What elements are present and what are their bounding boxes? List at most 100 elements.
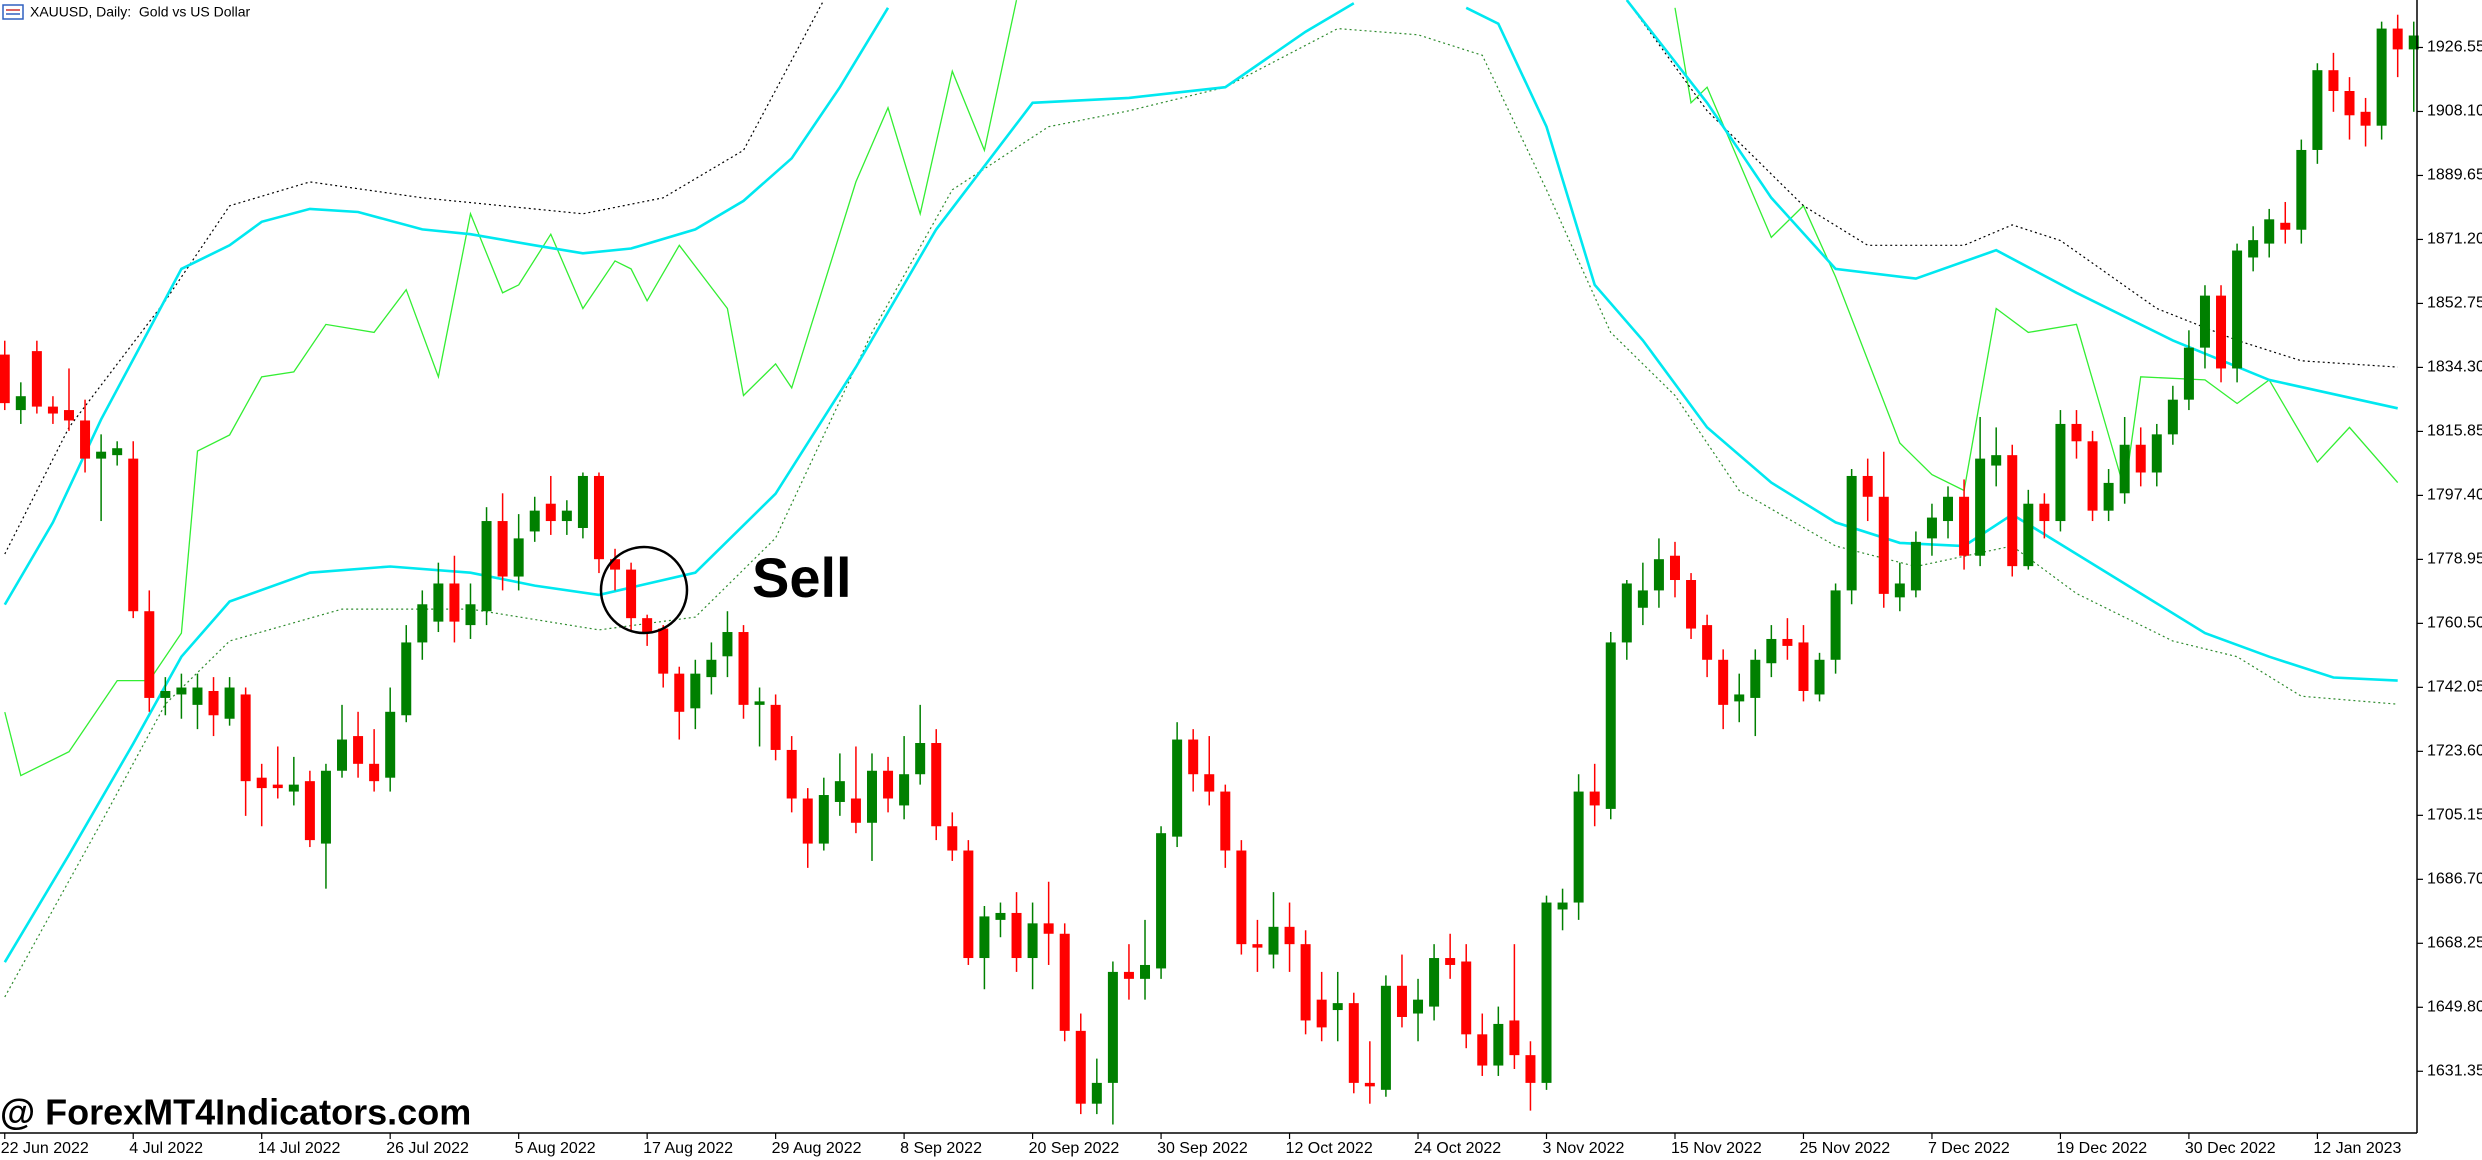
candle-body bbox=[2296, 149, 2307, 230]
header: XAUUSD, Daily: Gold vs US Dollar bbox=[2, 4, 251, 20]
candle-body bbox=[1252, 944, 1263, 948]
candle-body bbox=[2328, 70, 2339, 92]
candle-body bbox=[593, 475, 604, 560]
candle-body bbox=[722, 632, 733, 657]
candle-body bbox=[2119, 444, 2130, 494]
candle-body bbox=[497, 521, 508, 577]
annotation: Sell bbox=[752, 546, 852, 609]
candle-body bbox=[2087, 441, 2098, 511]
candle-body bbox=[208, 690, 219, 716]
x-tick-label: 12 Jan 2023 bbox=[2313, 1140, 2401, 1157]
candle-body bbox=[1750, 659, 1761, 698]
candle-body bbox=[2264, 219, 2275, 244]
x-tick-label: 15 Nov 2022 bbox=[1671, 1140, 1762, 1157]
indicator-line bbox=[4, 0, 2398, 555]
candle-body bbox=[1766, 638, 1777, 664]
candle-body bbox=[1621, 583, 1632, 643]
candle-body bbox=[1991, 455, 2002, 466]
candle-body bbox=[883, 770, 894, 799]
x-tick-label: 3 Nov 2022 bbox=[1543, 1140, 1625, 1157]
candle-body bbox=[1445, 958, 1456, 965]
candle-body bbox=[192, 687, 203, 705]
candle-body bbox=[1107, 971, 1118, 1083]
candle-body bbox=[1477, 1034, 1488, 1066]
candle-body bbox=[1413, 999, 1424, 1014]
candle-body bbox=[2408, 35, 2419, 50]
x-tick-label: 20 Sep 2022 bbox=[1029, 1140, 1120, 1157]
candle-body bbox=[1975, 458, 1986, 556]
y-tick-label: 1815.85 bbox=[2427, 423, 2482, 440]
candle-body bbox=[1156, 833, 1167, 969]
candle-body bbox=[1043, 923, 1054, 934]
candle-body bbox=[1734, 694, 1745, 702]
axes: 1926.55 1908.10 1889.65 1871.20 1852.75 1834.… bbox=[1, 39, 2482, 1158]
candle-body bbox=[1557, 902, 1568, 910]
y-tick-label: 1871.20 bbox=[2427, 231, 2482, 248]
candle-body bbox=[577, 475, 588, 528]
candle-body bbox=[1091, 1082, 1102, 1104]
candle-body bbox=[545, 503, 556, 522]
y-tick-label: 1852.75 bbox=[2427, 295, 2482, 312]
candle-body bbox=[1814, 659, 1825, 695]
candle-body bbox=[2023, 503, 2034, 567]
x-tick-label: 17 Aug 2022 bbox=[643, 1140, 733, 1157]
candle-body bbox=[899, 774, 910, 806]
candle-body bbox=[1878, 496, 1889, 594]
candle-body bbox=[1380, 985, 1391, 1090]
candle-body bbox=[240, 694, 251, 782]
candle-body bbox=[353, 736, 364, 764]
candle-body bbox=[850, 798, 861, 823]
candle-body bbox=[2392, 28, 2403, 50]
candle-body bbox=[47, 406, 58, 414]
candle-body bbox=[2280, 222, 2291, 230]
candle-body bbox=[1509, 1020, 1520, 1056]
candle-body bbox=[1959, 496, 1970, 556]
candle-body bbox=[1429, 958, 1440, 1007]
candle-body bbox=[176, 687, 187, 695]
chart-title: XAUUSD, Daily: Gold vs US Dollar bbox=[30, 4, 251, 20]
candle-body bbox=[433, 583, 444, 622]
candle-body bbox=[1188, 739, 1199, 775]
x-tick-label: 5 Aug 2022 bbox=[515, 1140, 596, 1157]
x-tick-label: 30 Sep 2022 bbox=[1157, 1140, 1248, 1157]
candle-body bbox=[2360, 111, 2371, 126]
y-tick-label: 1760.50 bbox=[2427, 615, 2482, 632]
candle-body bbox=[112, 448, 123, 456]
candle-body bbox=[1027, 923, 1038, 959]
watermark: @ ForexMT4Indicators.com bbox=[0, 1092, 471, 1133]
candle-body bbox=[947, 826, 958, 851]
candle-body bbox=[1669, 555, 1680, 581]
candle-body bbox=[256, 777, 267, 789]
candle-body bbox=[529, 510, 540, 532]
candle-body bbox=[2135, 444, 2146, 473]
candle-body bbox=[834, 781, 845, 802]
y-tick-label: 1908.10 bbox=[2427, 103, 2482, 120]
candle-body bbox=[642, 618, 653, 633]
candle-body bbox=[754, 701, 765, 705]
y-tick-label: 1686.70 bbox=[2427, 871, 2482, 888]
candle-body bbox=[1316, 999, 1327, 1028]
x-tick-label: 4 Jul 2022 bbox=[129, 1140, 203, 1157]
candle-body bbox=[2055, 423, 2066, 522]
candle-body bbox=[1268, 926, 1279, 955]
y-tick-label: 1631.35 bbox=[2427, 1062, 2482, 1079]
candle-body bbox=[1846, 475, 1857, 591]
candle-body bbox=[337, 739, 348, 771]
candle-body bbox=[481, 521, 492, 612]
candle-body bbox=[1589, 791, 1600, 806]
candle-body bbox=[802, 798, 813, 844]
y-tick-label: 1778.95 bbox=[2427, 551, 2482, 568]
candle-body bbox=[979, 916, 990, 959]
candle-body bbox=[690, 673, 701, 709]
candle-body bbox=[2007, 455, 2018, 567]
candle-body bbox=[2232, 250, 2243, 369]
candle-body bbox=[385, 711, 396, 778]
candle-body bbox=[1332, 1003, 1343, 1011]
candle-body bbox=[2199, 295, 2210, 348]
candle-body bbox=[658, 628, 669, 674]
candle-body bbox=[706, 659, 717, 678]
candle-body bbox=[1702, 625, 1713, 660]
candle-body bbox=[1798, 642, 1809, 691]
candle-body bbox=[2216, 295, 2227, 369]
